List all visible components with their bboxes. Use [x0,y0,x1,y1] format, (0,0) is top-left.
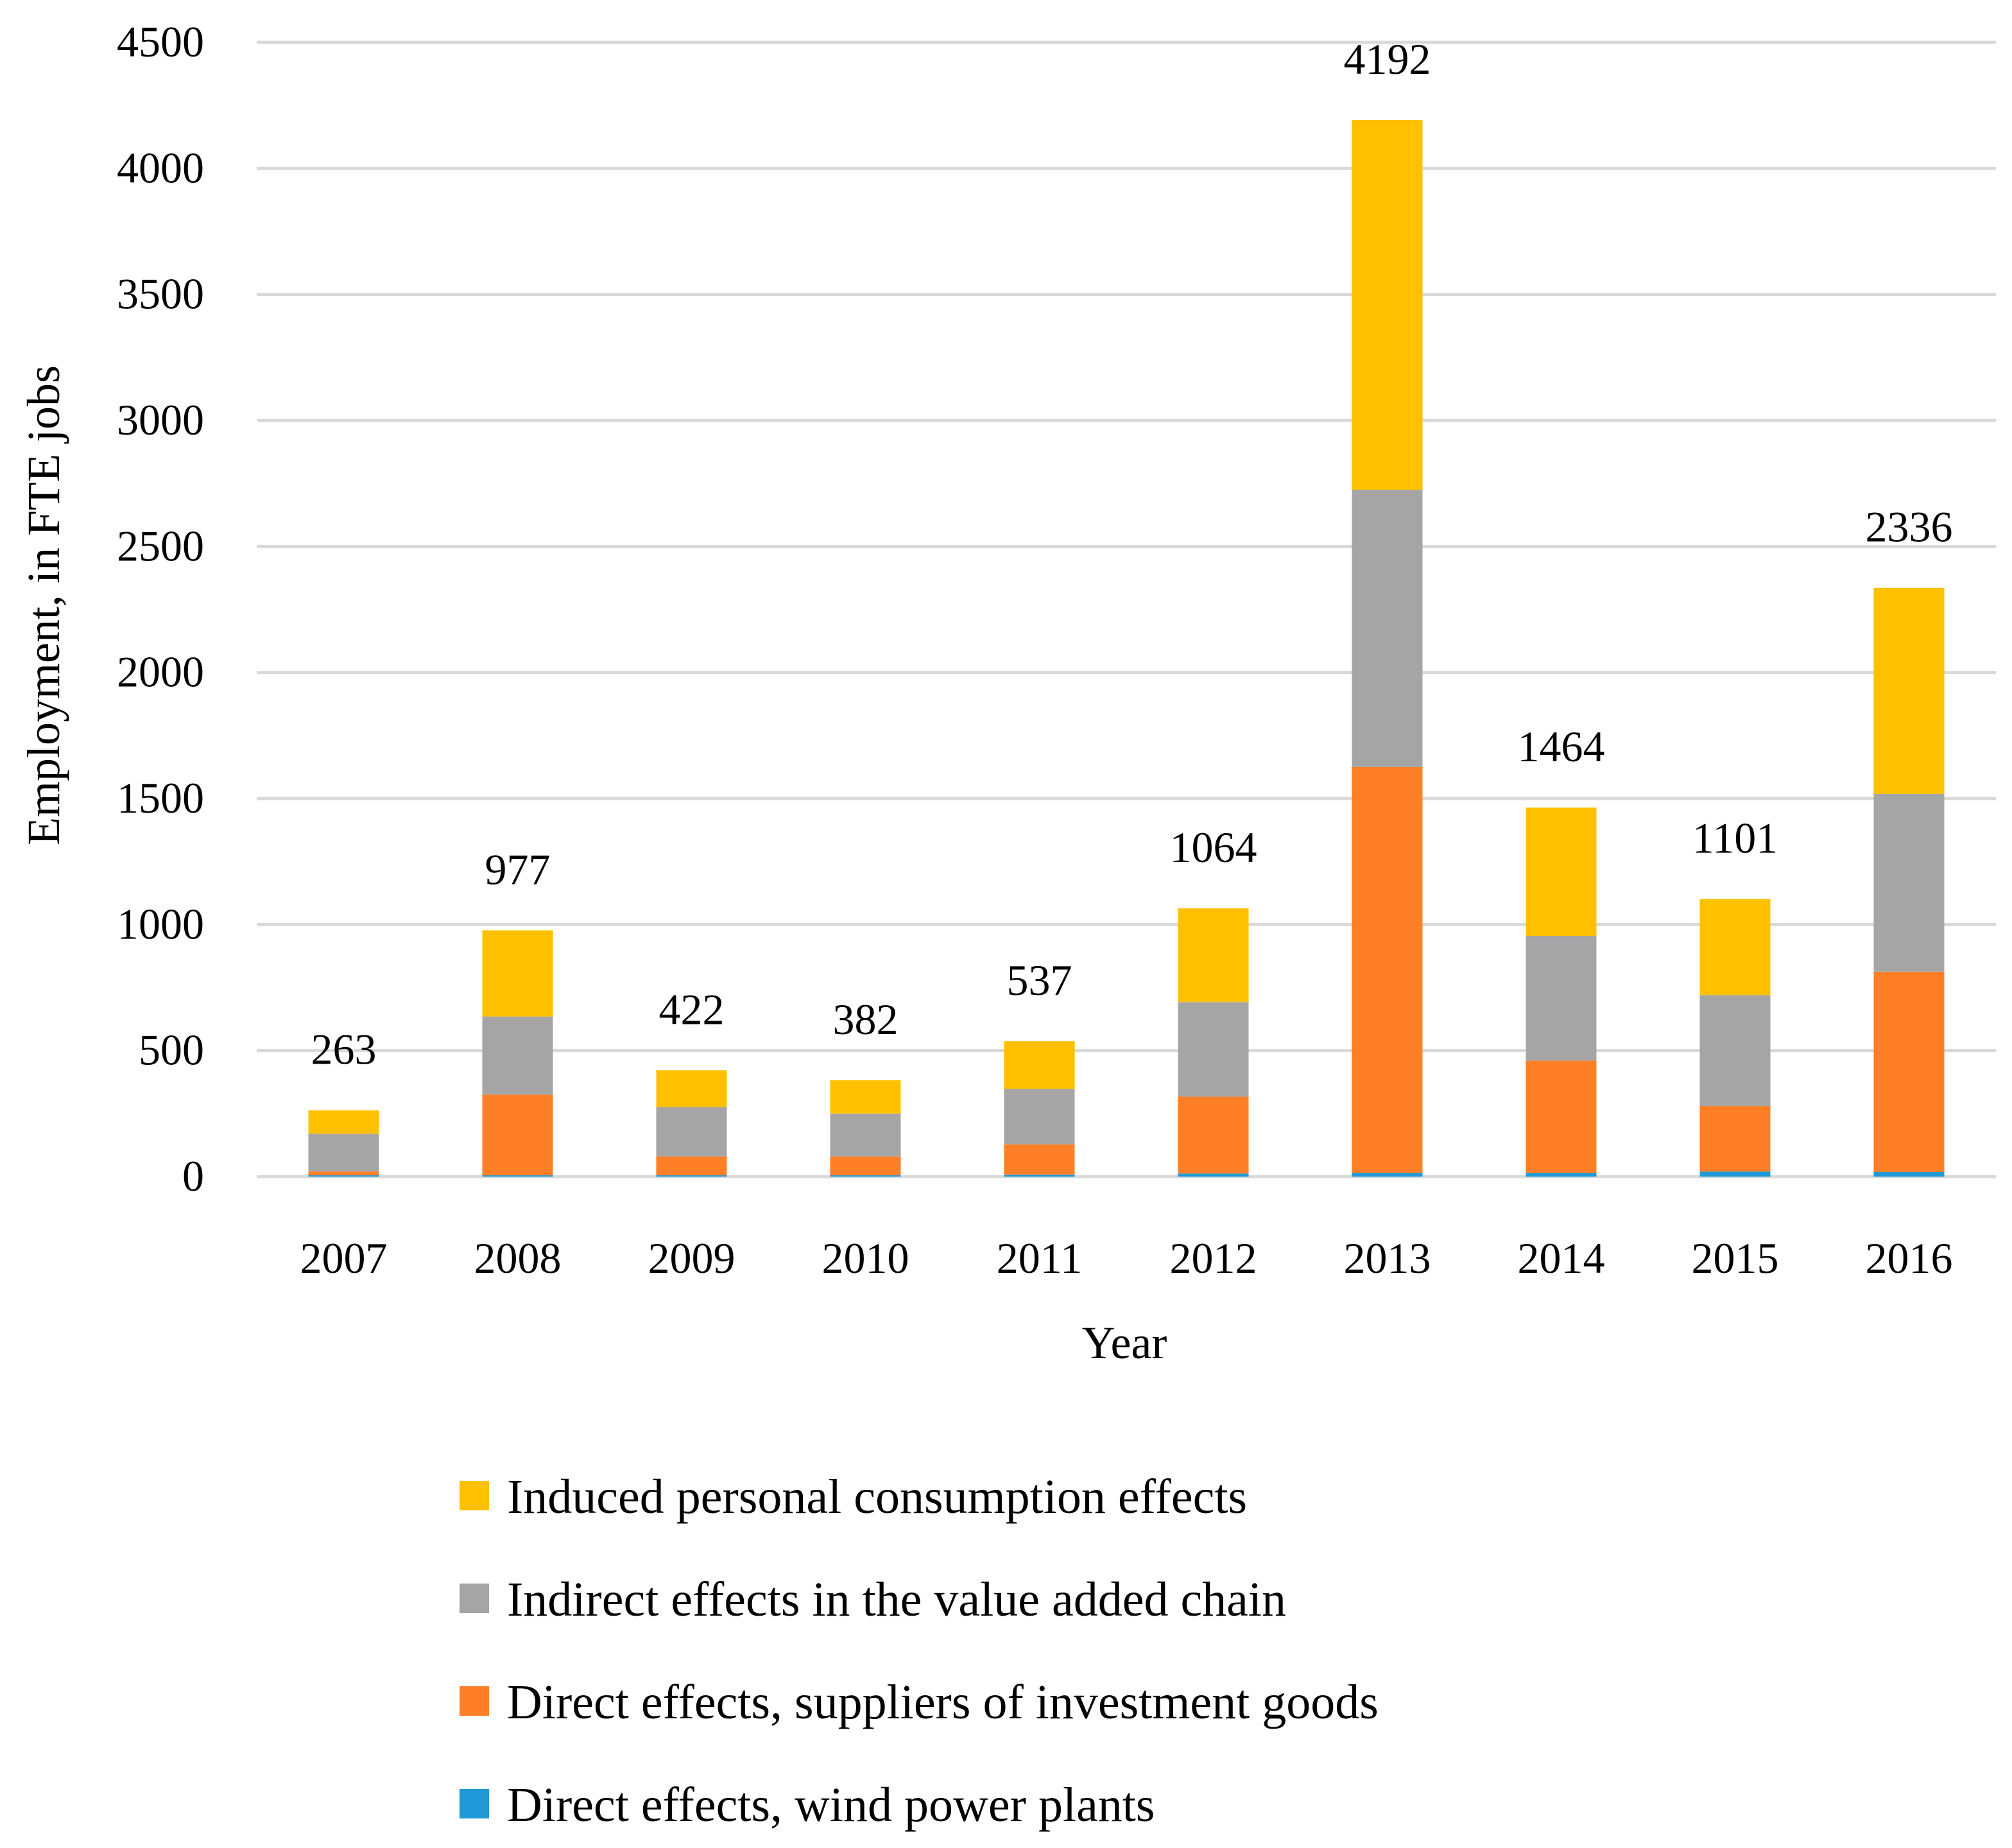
y-tick-label: 2000 [117,648,204,696]
x-tick-label: 2013 [1344,1234,1431,1282]
x-axis-title: Year [1082,1317,1167,1369]
y-tick-label: 1000 [117,899,204,948]
bar-segment-2010-series-3 [830,1080,901,1114]
bar-segment-2013-series-1 [1352,766,1423,1173]
bar-segment-2013-series-0 [1352,1173,1423,1177]
x-tick-label: 2009 [648,1234,735,1282]
bar-segment-2012-series-2 [1178,1002,1249,1097]
bar-segment-2012-series-0 [1178,1173,1249,1177]
y-tick-label: 3500 [117,270,204,318]
y-tick-label: 3000 [117,395,204,444]
bar-segment-2014-series-0 [1526,1173,1597,1177]
legend-swatch [460,1481,489,1510]
bar-segment-2011-series-2 [1004,1089,1075,1144]
total-label: 1064 [1170,823,1257,872]
x-tick-label: 2012 [1170,1234,1257,1282]
total-label: 2336 [1866,503,1953,551]
legend-label: Induced personal consumption effects [507,1470,1247,1524]
bar-segment-2016-series-3 [1873,587,1945,794]
bar-segment-2009-series-0 [656,1175,727,1177]
x-tick-label: 2007 [300,1234,388,1282]
x-tick-label: 2010 [822,1234,909,1282]
bar-segment-2012-series-3 [1178,908,1249,1003]
x-tick-labels: 2007 2008 2009 2010 2011 2012 2013 2014 2015 2016 [300,1234,1953,1282]
bar-segment-2007-series-3 [308,1110,379,1134]
bars [308,119,1945,1177]
y-tick-labels: 0 500 1000 1500 2000 2500 3000 3500 4000 4500 [117,17,204,1200]
bar-segment-2016-series-0 [1873,1171,1945,1177]
y-tick-label: 2500 [117,521,204,570]
legend-label: Indirect effects in the value added chai… [507,1573,1286,1627]
total-label: 1464 [1518,722,1605,771]
total-label: 422 [659,985,725,1033]
bar-segment-2009-series-2 [656,1107,727,1157]
bar-segment-2007-series-1 [308,1171,379,1176]
bar-segment-2007-series-2 [308,1134,379,1172]
bar-segment-2013-series-2 [1352,489,1423,767]
total-label: 263 [311,1025,377,1074]
bar-segment-2015-series-2 [1699,995,1771,1107]
bar-segment-2007-series-0 [308,1175,379,1177]
x-tick-label: 2014 [1518,1234,1605,1282]
bar-segment-2015-series-0 [1699,1171,1771,1177]
bar-segment-2009-series-3 [656,1070,727,1108]
y-tick-label: 500 [139,1026,204,1075]
total-labels: 263 977 422 382 537 1064 4192 1464 1101 2336 [311,35,1953,1074]
bar-segment-2015-series-1 [1699,1106,1771,1172]
bar-segment-2010-series-0 [830,1175,901,1177]
y-tick-label: 4500 [117,17,204,66]
total-label: 4192 [1344,35,1431,83]
x-tick-label: 2008 [474,1234,562,1282]
x-tick-label: 2011 [997,1234,1082,1282]
bar-segment-2014-series-1 [1526,1060,1597,1173]
bar-segment-2016-series-2 [1873,793,1945,972]
y-tick-label: 0 [182,1152,204,1200]
bar-segment-2008-series-2 [482,1016,553,1095]
bar-segment-2009-series-1 [656,1156,727,1176]
y-axis-title: Employment, in FTE jobs [18,365,69,845]
total-label: 382 [833,995,899,1044]
y-tick-label: 1500 [117,773,204,822]
x-tick-label: 2016 [1866,1234,1953,1282]
bar-segment-2014-series-3 [1526,807,1597,937]
bar-segment-2008-series-3 [482,930,553,1017]
total-label: 537 [1007,956,1072,1005]
legend: Induced personal consumption effects Indi… [460,1470,1379,1832]
bar-segment-2013-series-3 [1352,119,1423,490]
bar-segment-2010-series-1 [830,1156,901,1176]
bar-segment-2011-series-0 [1004,1174,1075,1177]
legend-label: Direct effects, suppliers of investment … [507,1675,1379,1729]
legend-swatch [460,1789,489,1818]
bar-segment-2010-series-2 [830,1113,901,1157]
bar-segment-2011-series-3 [1004,1041,1075,1089]
total-label: 1101 [1692,814,1778,863]
bar-segment-2008-series-0 [482,1175,553,1177]
bar-segment-2014-series-2 [1526,936,1597,1061]
legend-label: Direct effects, wind power plants [507,1778,1155,1832]
total-label: 977 [485,845,551,894]
bar-segment-2011-series-1 [1004,1144,1075,1175]
x-tick-label: 2015 [1692,1234,1779,1282]
y-tick-label: 4000 [117,143,204,192]
legend-swatch [460,1584,489,1613]
bar-segment-2008-series-1 [482,1094,553,1176]
bar-segment-2012-series-1 [1178,1096,1249,1174]
legend-swatch [460,1686,489,1716]
bar-segment-2015-series-3 [1699,899,1771,996]
bar-segment-2016-series-1 [1873,971,1945,1172]
